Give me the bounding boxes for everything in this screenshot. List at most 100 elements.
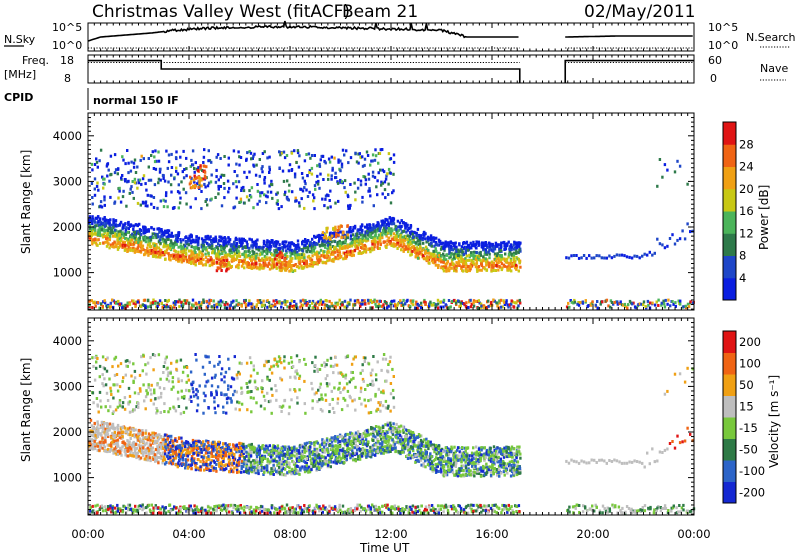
velocity-cell (178, 444, 182, 448)
power-cell (205, 299, 208, 303)
power-cell (280, 205, 283, 209)
power-cell (667, 298, 670, 302)
power-cell (390, 222, 393, 226)
power-cell (179, 196, 182, 200)
velocity-cell (169, 453, 172, 457)
power-cell (316, 250, 319, 254)
velocity-cell (137, 438, 140, 442)
velocity-cell (157, 443, 161, 447)
power-cell (134, 247, 137, 251)
power-cell (361, 224, 364, 228)
freq-panel: Freq. [MHz] 18 8 60 0 Nave (4, 54, 788, 85)
power-cell (600, 256, 603, 260)
power-cell (380, 180, 383, 184)
power-cell (227, 261, 230, 265)
power-cell (146, 246, 149, 250)
power-cell (139, 203, 142, 207)
velocity-cell (154, 504, 157, 508)
power-cell (224, 251, 227, 255)
power-cell (150, 202, 153, 206)
power-cell (102, 186, 105, 190)
power-cell (313, 154, 316, 157)
power-cell (193, 174, 196, 178)
power-cell (143, 225, 146, 229)
power-cell (317, 258, 321, 262)
power-cell (468, 300, 471, 304)
power-cell (340, 247, 344, 250)
power-cell (394, 234, 398, 238)
velocity-cell (152, 509, 155, 513)
power-cell (119, 222, 122, 226)
velocity-cell (170, 387, 173, 391)
power-cell (281, 254, 284, 258)
power-cell (220, 173, 223, 177)
power-cell (303, 301, 307, 305)
power-cell (169, 244, 172, 248)
power-cell (206, 258, 210, 262)
nsky-panel: N.Sky 10^5 10^0 10^5 10^0 N.Search (4, 20, 796, 52)
power-cell (135, 223, 138, 227)
velocity-cell (106, 423, 109, 427)
power-cell (472, 257, 475, 261)
power-cell (185, 202, 188, 206)
velocity-cell (108, 377, 111, 381)
power-cell (318, 243, 322, 247)
power-cell (686, 182, 689, 186)
power-cell (100, 302, 103, 306)
power-cell (485, 306, 488, 309)
power-cell (432, 254, 435, 258)
power-cell (157, 240, 161, 244)
power-cell (103, 229, 106, 233)
power-cell (329, 205, 332, 209)
power-cell (165, 251, 168, 255)
power-cell (508, 303, 511, 307)
power-cell (317, 239, 321, 243)
power-cell (431, 303, 435, 307)
power-cell (324, 235, 327, 238)
power-cell (495, 263, 498, 267)
power-cell (453, 252, 456, 256)
power-cell (423, 252, 427, 256)
power-cell (131, 243, 134, 246)
power-cell (482, 304, 485, 308)
freq-series (88, 59, 694, 83)
power-cell (410, 230, 413, 234)
power-cell (91, 222, 94, 225)
power-cell (127, 223, 130, 227)
power-cell (112, 299, 115, 303)
velocity-cell (114, 439, 118, 443)
power-cell (227, 236, 230, 240)
power-cell (472, 251, 475, 254)
power-cell (474, 258, 478, 261)
velocity-cell (171, 454, 175, 458)
power-cell (321, 260, 324, 264)
power-cell (440, 266, 443, 270)
power-cell (384, 232, 387, 236)
power-cell (305, 303, 308, 307)
power-cell (178, 191, 181, 195)
velocity-cell (93, 421, 96, 425)
power-cell (505, 257, 509, 261)
power-cell (229, 265, 233, 269)
power-cell (591, 300, 594, 304)
velocity-cell (152, 368, 155, 372)
power-cell (165, 149, 168, 153)
velocity-cell (116, 441, 119, 445)
power-cell (303, 159, 307, 163)
power-cell (392, 242, 395, 246)
power-cell (419, 251, 422, 255)
velocity-cell (119, 451, 122, 455)
power-cell (207, 253, 210, 257)
power-cell (127, 227, 130, 230)
power-cell (346, 233, 349, 237)
velocity-cell (133, 391, 137, 395)
velocity-cell (180, 389, 183, 393)
power-cell (497, 261, 500, 264)
power-cell (99, 234, 102, 238)
power-cell (397, 302, 400, 306)
power-cell (266, 190, 270, 194)
power-cell (189, 205, 192, 209)
velocity-cell (91, 442, 95, 446)
power-cell (232, 247, 235, 251)
power-cell (132, 301, 135, 305)
